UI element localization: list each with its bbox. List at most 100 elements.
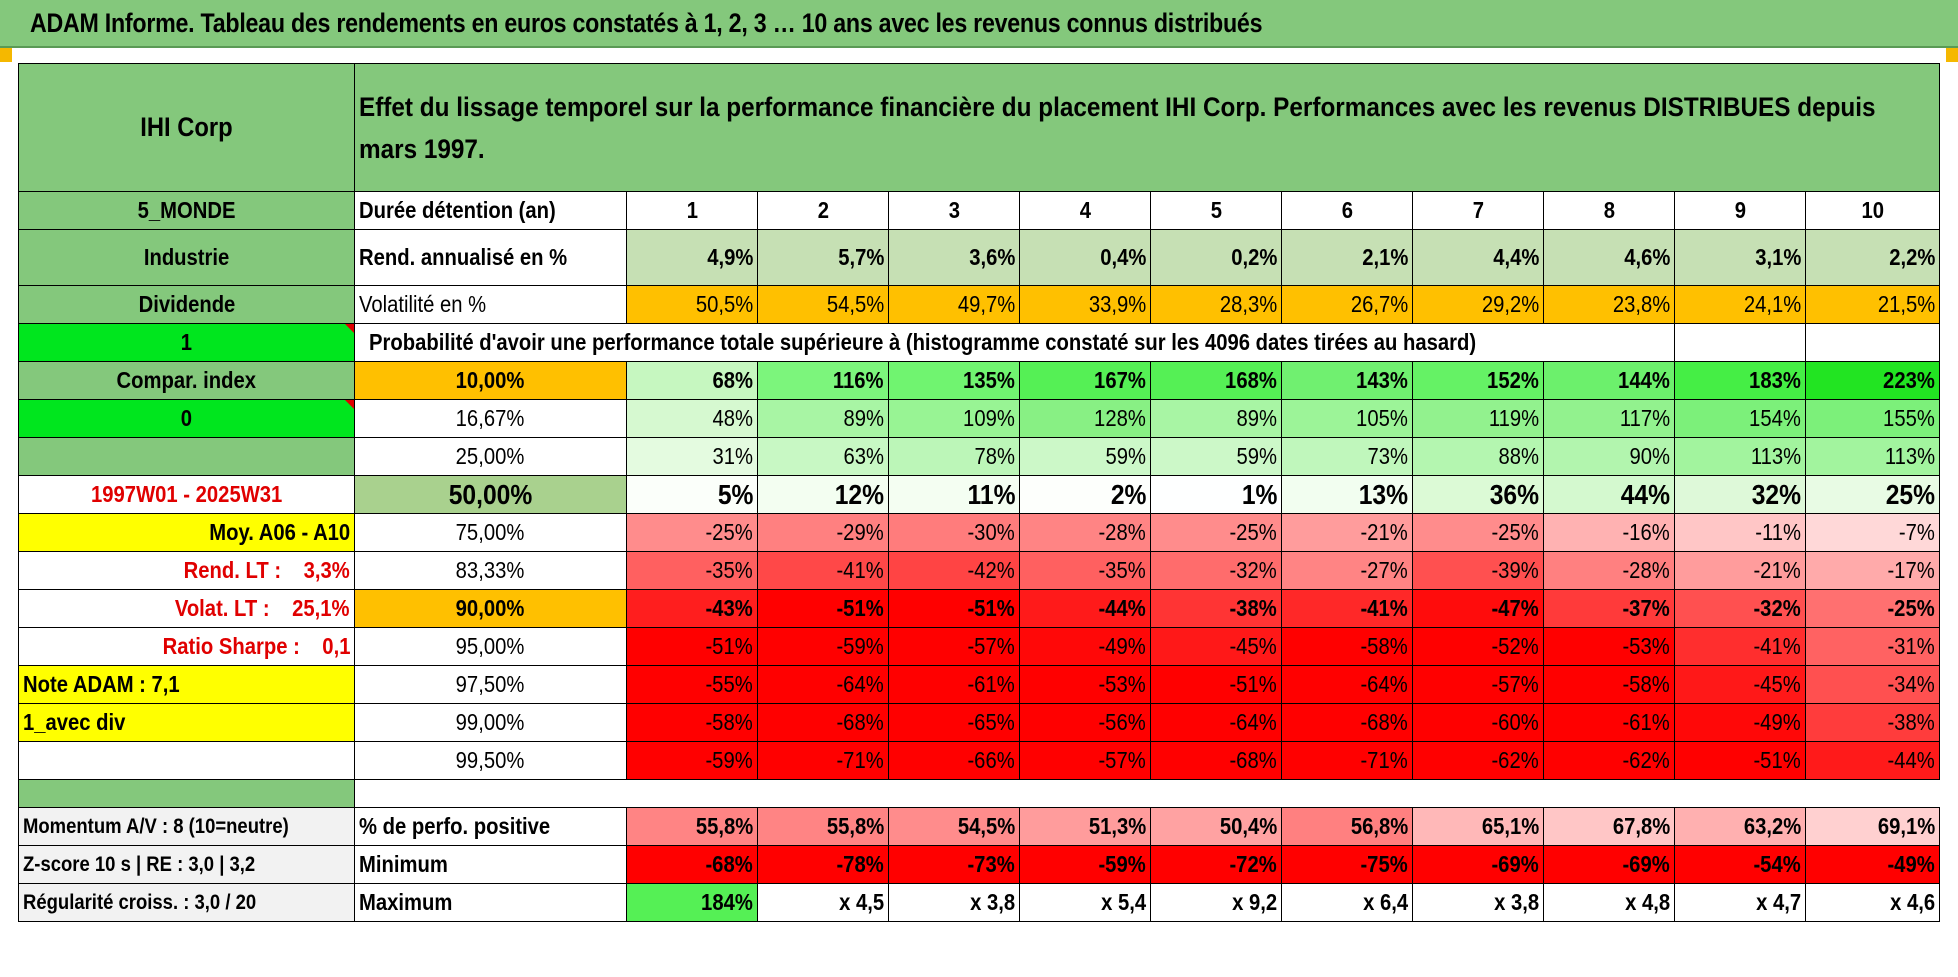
quantile-value: -27% (1281, 551, 1413, 590)
rend-value: 0,4% (1019, 229, 1151, 286)
quantile-value: -32% (1150, 551, 1282, 590)
quantile-value: -51% (757, 589, 889, 628)
quantile-value: -64% (757, 665, 889, 704)
quantile-value: -31% (1804, 627, 1941, 666)
quantile-value: -7% (1804, 513, 1941, 552)
rend-value: 4,4% (1412, 229, 1544, 286)
quantile-value: -42% (888, 551, 1020, 590)
vol-value: 29,2% (1412, 285, 1544, 324)
vol-value: 50,5% (626, 285, 758, 324)
max-row: Régularité croiss. : 3,0 / 20 Maximum 184%… (18, 883, 1941, 922)
quantile-value: 105% (1281, 399, 1413, 438)
quantile-value: 168% (1150, 361, 1282, 400)
quantile-value: 44% (1543, 475, 1675, 514)
max-value: 184% (626, 883, 758, 922)
flag0-cell: 0 (18, 399, 355, 438)
quantile-label: 75,00% (354, 513, 627, 552)
performance-table: IHI Corp Effet du lissage temporel sur l… (18, 63, 1941, 922)
sector-cell: Industrie (18, 229, 355, 286)
rend-value: 2,2% (1804, 229, 1941, 286)
quantile-value: -51% (1674, 741, 1806, 780)
quantile-value: -51% (1150, 665, 1282, 704)
asset-name-cell: IHI Corp (18, 63, 355, 192)
quantile-value: -25% (1150, 513, 1282, 552)
quantile-value: -34% (1804, 665, 1941, 704)
quantile-value: 32% (1674, 475, 1806, 514)
pos-value: 65,1% (1412, 807, 1544, 846)
quantile-value: 36% (1412, 475, 1544, 514)
quantile-value: 12% (757, 475, 889, 514)
duration-header: 9 (1674, 191, 1806, 230)
quantile-label: 95,00% (354, 627, 627, 666)
quantile-value: -51% (626, 627, 758, 666)
quantile-row: Volat. LT : 25,1% 90,00% -43% -51% -51% -44% -… (18, 589, 1941, 628)
quantile-value: -56% (1019, 703, 1151, 742)
regularite-cell: Régularité croiss. : 3,0 / 20 (18, 883, 355, 922)
quantile-value: 152% (1412, 361, 1544, 400)
rend-label: Rend. annualisé en % (354, 229, 627, 286)
quantile-value: -25% (1804, 589, 1941, 628)
vol-value: 24,1% (1674, 285, 1806, 324)
min-value: -69% (1543, 845, 1675, 884)
duration-header: 10 (1804, 191, 1941, 230)
note-cell: Note ADAM : 7,1 (18, 665, 355, 704)
quantile-value: 88% (1412, 437, 1544, 476)
quantile-label: 99,00% (354, 703, 627, 742)
min-value: -69% (1412, 845, 1544, 884)
vol-value: 21,5% (1804, 285, 1941, 324)
max-value: x 9,2 (1150, 883, 1282, 922)
blank-cell (18, 437, 355, 476)
rend-value: 4,9% (626, 229, 758, 286)
quantile-row: Ratio Sharpe : 0,1 95,00% -51% -59% -57% -49%… (18, 627, 1941, 666)
pos-value: 55,8% (626, 807, 758, 846)
quantile-value: -25% (1412, 513, 1544, 552)
quantile-value: 183% (1674, 361, 1806, 400)
rend-value: 3,6% (888, 229, 1020, 286)
quantile-value: -64% (1150, 703, 1282, 742)
vol-value: 49,7% (888, 285, 1020, 324)
rend-value: 2,1% (1281, 229, 1413, 286)
quantile-value: -39% (1412, 551, 1544, 590)
min-value: -54% (1674, 845, 1806, 884)
max-value: x 5,4 (1019, 883, 1151, 922)
quantile-value: 109% (888, 399, 1020, 438)
quantile-value: 78% (888, 437, 1020, 476)
duration-header: 4 (1019, 191, 1151, 230)
prob-label: Probabilité d'avoir une performance tota… (354, 323, 1675, 362)
quantile-value: -53% (1543, 627, 1675, 666)
max-value: x 6,4 (1281, 883, 1413, 922)
quantile-value: -29% (757, 513, 889, 552)
vol-value: 28,3% (1150, 285, 1282, 324)
min-row: Z-score 10 s | RE : 3,0 | 3,2 Minimum -68%… (18, 845, 1941, 884)
spacer-right (354, 779, 1940, 808)
quantile-value: -28% (1019, 513, 1151, 552)
rend-row: Industrie Rend. annualisé en % 4,9% 5,7% 3,6… (18, 229, 1941, 286)
quantile-row: Moy. A06 - A10 75,00% -25% -29% -30% -28% -25%… (18, 513, 1941, 552)
quantile-label: 50,00% (354, 475, 627, 514)
quantile-value: -51% (888, 589, 1020, 628)
quantile-label: 99,50% (354, 741, 627, 780)
quantile-label: 97,50% (354, 665, 627, 704)
compar-cell: Compar. index (18, 361, 355, 400)
quantile-value: -44% (1804, 741, 1941, 780)
min-value: -75% (1281, 845, 1413, 884)
quantile-value: 113% (1674, 437, 1806, 476)
quantile-value: -62% (1412, 741, 1544, 780)
title-bar: ADAM Informe. Tableau des rendements en … (0, 0, 1958, 48)
momentum-cell: Momentum A/V : 8 (10=neutre) (18, 807, 355, 846)
duration-header: 1 (626, 191, 758, 230)
rend-value: 5,7% (757, 229, 889, 286)
quantile-value: 89% (1150, 399, 1282, 438)
max-value: x 3,8 (888, 883, 1020, 922)
rend-lt-cell: Rend. LT : 3,3% (18, 551, 355, 590)
quantile-value: -41% (1674, 627, 1806, 666)
quantile-value: -16% (1543, 513, 1675, 552)
quantile-value: -58% (626, 703, 758, 742)
volat-lt-cell: Volat. LT : 25,1% (18, 589, 355, 628)
quantile-value: 116% (757, 361, 889, 400)
vol-value: 26,7% (1281, 285, 1413, 324)
quantile-value: -49% (1019, 627, 1151, 666)
quantile-value: -71% (1281, 741, 1413, 780)
quantile-value: -30% (888, 513, 1020, 552)
quantile-row: Compar. index 10,00% 68% 116% 135% 167% 168% 14… (18, 361, 1941, 400)
